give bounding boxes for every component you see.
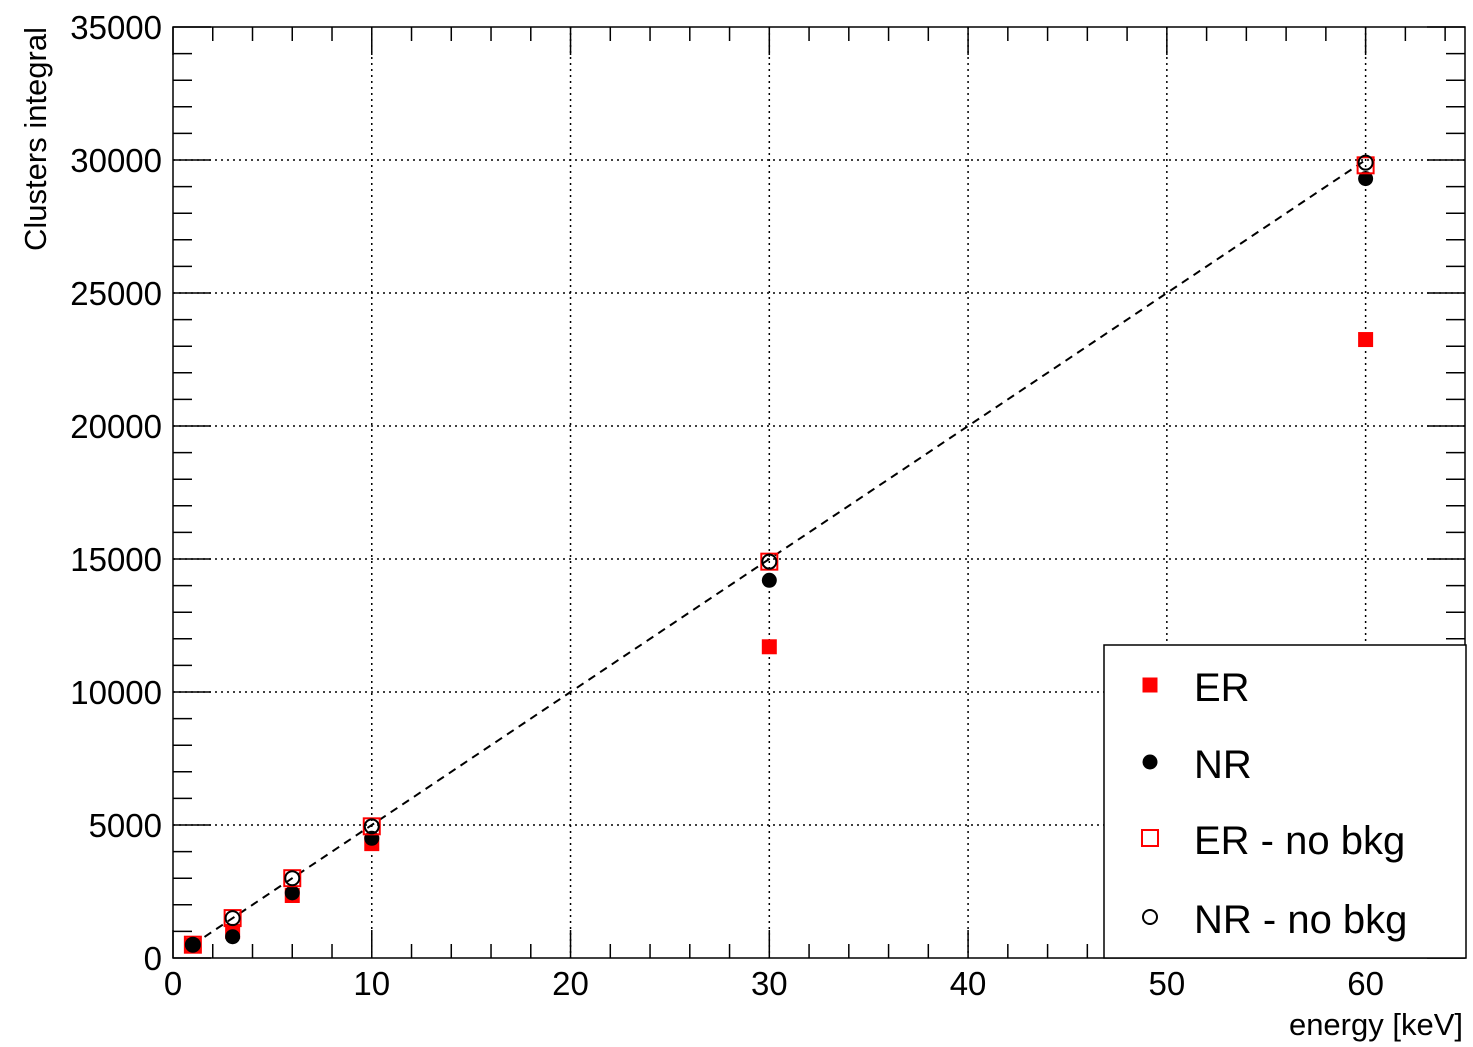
y-tick-label: 0 bbox=[144, 940, 162, 977]
legend-label: NR bbox=[1194, 743, 1252, 787]
x-tick-label: 20 bbox=[552, 965, 589, 1002]
y-tick-label: 35000 bbox=[70, 9, 162, 46]
legend-label: ER - no bkg bbox=[1194, 819, 1405, 863]
x-tick-label: 0 bbox=[164, 965, 182, 1002]
y-tick-label: 30000 bbox=[70, 142, 162, 179]
x-tick-label: 40 bbox=[950, 965, 987, 1002]
y-tick-label: 25000 bbox=[70, 275, 162, 312]
data-point-filled-circle bbox=[225, 929, 240, 944]
x-axis-title: energy [keV] bbox=[1289, 1007, 1463, 1042]
x-tick-label: 60 bbox=[1347, 965, 1384, 1002]
legend-marker-filled-circle bbox=[1143, 755, 1158, 770]
legend-label: ER bbox=[1194, 666, 1250, 710]
legend-label: NR - no bkg bbox=[1194, 898, 1407, 942]
y-axis-title: Clusters integral bbox=[18, 27, 53, 251]
x-tick-label: 30 bbox=[751, 965, 788, 1002]
y-tick-label: 15000 bbox=[70, 541, 162, 578]
y-tick-label: 20000 bbox=[70, 408, 162, 445]
data-point-filled-square bbox=[1358, 332, 1373, 347]
y-tick-label: 5000 bbox=[89, 807, 162, 844]
x-tick-label: 50 bbox=[1148, 965, 1185, 1002]
y-tick-label: 10000 bbox=[70, 674, 162, 711]
x-tick-label: 10 bbox=[353, 965, 390, 1002]
data-point-filled-square bbox=[762, 639, 777, 654]
data-point-filled-circle bbox=[285, 885, 300, 900]
legend-marker-filled-square bbox=[1143, 678, 1158, 693]
data-point-filled-circle bbox=[762, 573, 777, 588]
